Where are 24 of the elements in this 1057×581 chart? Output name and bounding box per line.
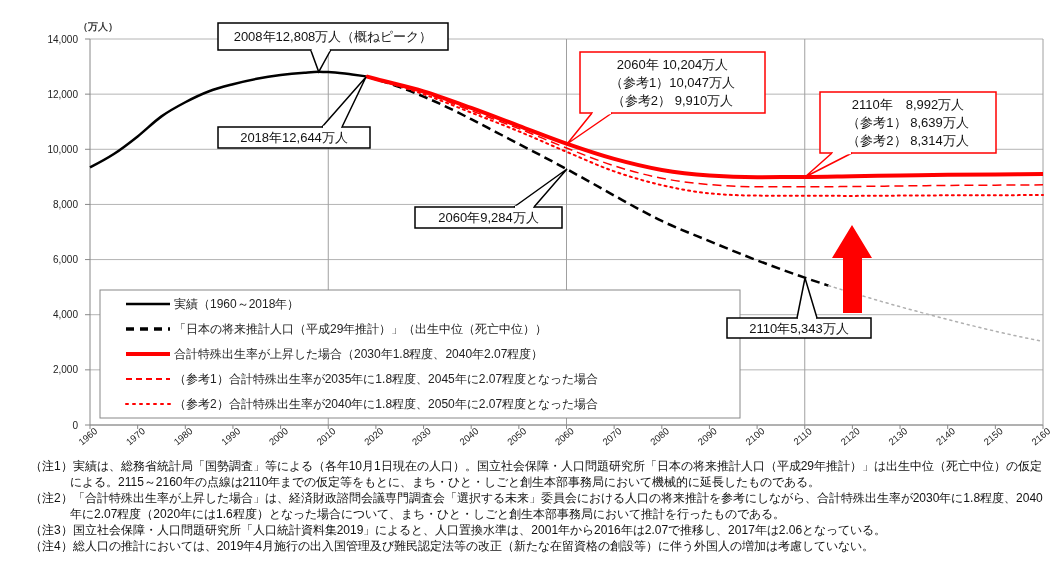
y-tick-label: 6,000 <box>52 254 79 266</box>
annotation: 2008年12,808万人（概ねピーク） <box>233 29 433 45</box>
legend-label: 実績（1960～2018年） <box>174 297 300 312</box>
annotation: 2110年 8,992万人（参考1） 8,639万人（参考2） 8,314万人 <box>847 97 969 149</box>
legend-label: （参考1）合計特殊出生率が2035年に1.8程度、2045年に2.07程度となった場合 <box>174 372 599 387</box>
y-tick-label: 2,000 <box>52 364 79 376</box>
annotation: 2018年12,644万人 <box>240 130 348 146</box>
y-tick-label: 14,000 <box>47 33 79 45</box>
annotation: 2110年5,343万人 <box>749 320 849 336</box>
legend-label: 合計特殊出生率が上昇した場合（2030年1.8程度、2040年2.07程度） <box>174 347 544 362</box>
text: （注1）実績は、総務省統計局「国勢調査」等による（各年10月1日現在の人口）。国立社会保障・人口問題研究所「日本の将来推計人口（平成29年推計）」は出生中位（死亡中位）の仮定による。2115～2160年の点線は2110年までの仮定等をもとに、まち・ひと・しごと創生本部事務局において機械的に延長したものである。 <box>30 458 1044 490</box>
annotation: 2060年 10,204万人（参考1）10,047万人（参考2） 9,910万人 <box>610 57 735 109</box>
legend-label: 「日本の将来推計人口（平成29年推計）」（出生中位（死亡中位）） <box>174 322 548 337</box>
legend-label: （参考2）合計特殊出生率が2040年に1.8程度、2050年に2.07程度となった場合 <box>174 397 599 412</box>
y-tick-label: 12,000 <box>47 88 79 100</box>
y-tick-label: 4,000 <box>52 309 79 321</box>
y-tick-label: 8,000 <box>52 198 79 210</box>
text: （注4）総人口の推計においては、2019年4月施行の出入国管理及び難民認定法等の改正（新たな在留資格の創設等）に伴う外国人の増加は考慮していない。 <box>30 538 876 554</box>
text: （注3）国立社会保障・人口問題研究所「人口統計資料集2019」によると、人口置換水準は、2001年から2016年は2.07で推移し、2017年は2.06となっている。 <box>30 522 888 538</box>
text: （注2）「合計特殊出生率が上昇した場合」は、経済財政諮問会議専門調査会「選択する未来」委員会における人口の将来推計を参考にしながら、合計特殊出生率が2030年に1.8程度、2040年に2.07程度（2020年には1.6程度）となった場合について、まち・ひと・しごと創生本部事務局において推計を行ったものである。 <box>30 490 1044 522</box>
y-tick-label: 0 <box>72 419 79 431</box>
y-tick-label: 10,000 <box>47 143 79 155</box>
annotation: 2060年9,284万人 <box>438 210 539 226</box>
y-axis-title: （万人） <box>78 21 118 32</box>
